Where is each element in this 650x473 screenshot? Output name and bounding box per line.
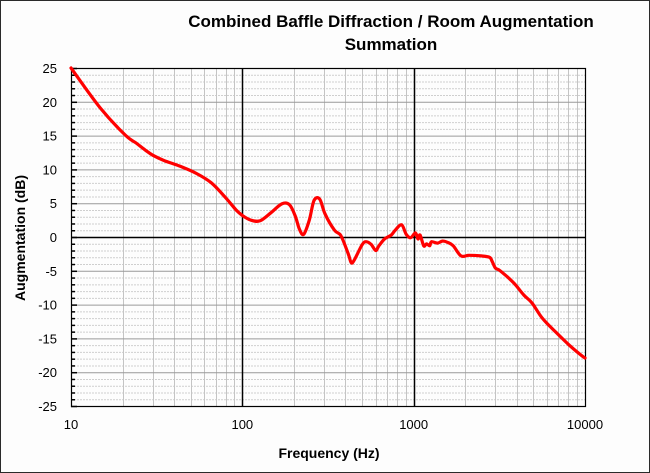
chart-title-line1: Combined Baffle Diffraction / Room Augme…	[188, 12, 593, 31]
x-tick-label: 1000	[399, 417, 428, 432]
y-tick-label: -25	[38, 399, 57, 414]
x-tick-label: 100	[231, 417, 253, 432]
series-line-augmentation	[69, 66, 587, 360]
y-tick-label: 10	[43, 162, 57, 177]
major-gridlines	[71, 68, 585, 407]
y-tick-label: -15	[38, 331, 57, 346]
minor-gridlines	[71, 68, 585, 406]
x-tick-label: 10	[64, 417, 78, 432]
axes	[70, 67, 587, 408]
y-tick-label: -10	[38, 298, 57, 313]
x-axis-title: Frequency (Hz)	[278, 445, 379, 461]
y-tick-label: 20	[43, 95, 57, 110]
y-tick-label: -20	[38, 365, 57, 380]
data-series	[69, 66, 587, 360]
y-tick-label: 15	[43, 129, 57, 144]
y-axis-title: Augmentation (dB)	[12, 175, 28, 301]
labels: Combined Baffle Diffraction / Room Augme…	[12, 12, 594, 461]
tick-labels: 25 20 15 10 5 0 -5 -10 -15 -20 -25 10 100 1000 10000	[38, 61, 603, 432]
x-tick-label: 10000	[567, 417, 603, 432]
y-tick-label: 0	[50, 230, 57, 245]
y-tick-label: 5	[50, 196, 57, 211]
y-tick-label: -5	[45, 264, 57, 279]
chart-title-line2: Summation	[345, 35, 438, 54]
y-tick-label: 25	[43, 61, 57, 76]
